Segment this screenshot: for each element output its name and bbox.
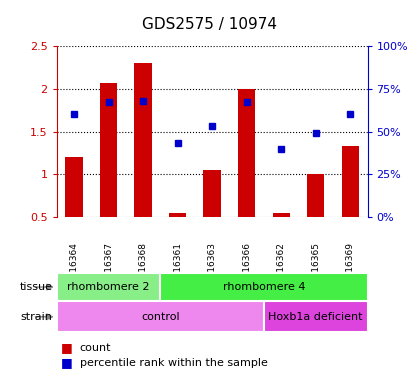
Text: rhombomere 4: rhombomere 4 — [223, 282, 305, 292]
Bar — [203, 170, 221, 217]
Text: GSM116365: GSM116365 — [311, 242, 320, 297]
Text: GSM116366: GSM116366 — [242, 242, 251, 297]
Text: GSM116364: GSM116364 — [69, 242, 79, 297]
Bar — [264, 301, 368, 332]
Text: ■: ■ — [61, 356, 77, 369]
Text: strain: strain — [21, 312, 52, 322]
Bar — [273, 213, 290, 217]
Bar — [57, 273, 160, 301]
Text: GSM116369: GSM116369 — [346, 242, 355, 297]
Text: Hoxb1a deficient: Hoxb1a deficient — [268, 312, 363, 322]
Text: GDS2575 / 10974: GDS2575 / 10974 — [142, 17, 278, 33]
Text: tissue: tissue — [19, 282, 52, 292]
Bar — [341, 146, 359, 217]
Text: GSM116367: GSM116367 — [104, 242, 113, 297]
Text: GSM116363: GSM116363 — [207, 242, 217, 297]
Bar — [307, 174, 324, 217]
Text: rhombomere 2: rhombomere 2 — [67, 282, 150, 292]
Bar — [66, 157, 83, 217]
Bar — [57, 301, 264, 332]
Bar — [238, 89, 255, 217]
Bar — [160, 273, 368, 301]
Bar — [134, 63, 152, 217]
Text: GSM116368: GSM116368 — [139, 242, 147, 297]
Text: count: count — [80, 343, 111, 353]
Text: percentile rank within the sample: percentile rank within the sample — [80, 358, 268, 368]
Text: GSM116361: GSM116361 — [173, 242, 182, 297]
Bar — [169, 213, 186, 217]
Bar — [100, 83, 117, 217]
Text: GSM116362: GSM116362 — [277, 242, 286, 297]
Text: control: control — [141, 312, 180, 322]
Text: ■: ■ — [61, 341, 77, 354]
